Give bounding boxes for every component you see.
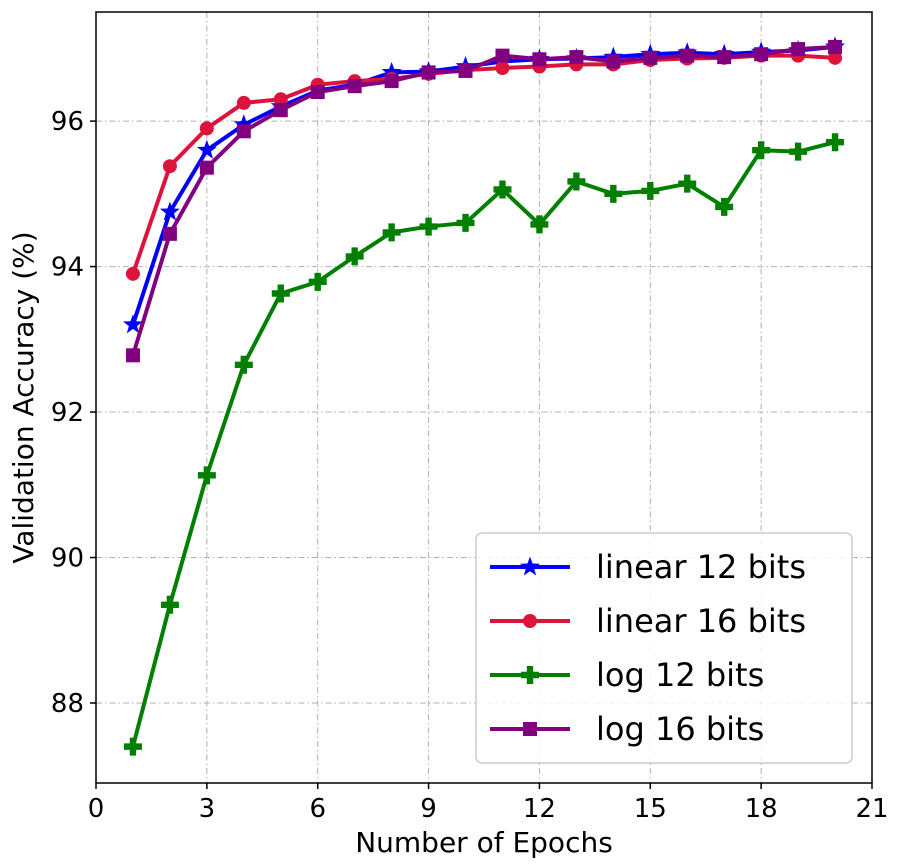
data-point	[125, 266, 140, 281]
data-point	[273, 103, 288, 118]
data-point	[347, 79, 362, 94]
data-point	[530, 215, 549, 234]
x-tick-label: 12	[523, 794, 556, 824]
axis-ticks: 0 3 6 9 12 15 18 21 88 90 92 94 96	[51, 107, 889, 824]
series-log-12-bits	[123, 133, 845, 756]
legend-label: log 12 bits	[596, 656, 764, 694]
plot-frame	[95, 11, 873, 784]
data-point	[236, 95, 251, 110]
data-point	[199, 160, 214, 175]
legend-label: linear 12 bits	[596, 548, 806, 586]
x-tick-label: 6	[309, 794, 326, 824]
series-line	[130, 140, 838, 749]
x-tick-label: 21	[855, 794, 888, 824]
data-point	[828, 50, 843, 65]
data-point	[271, 284, 290, 303]
data-point	[125, 348, 140, 363]
data-point	[456, 213, 475, 232]
data-point	[641, 181, 660, 200]
data-point	[493, 180, 512, 199]
x-axis-title: Number of Epochs	[355, 826, 613, 859]
data-point	[567, 172, 586, 191]
data-point	[717, 50, 732, 65]
data-point	[162, 226, 177, 241]
data-point	[159, 201, 180, 221]
data-point	[826, 133, 845, 152]
data-point	[421, 65, 436, 80]
y-tick-label: 94	[51, 253, 84, 283]
legend-item: log 12 bits	[490, 656, 764, 694]
series-layer	[122, 36, 846, 756]
data-point	[754, 47, 769, 62]
legend-label: log 16 bits	[596, 710, 764, 748]
data-point	[162, 159, 177, 174]
data-point	[678, 174, 697, 193]
data-point	[197, 466, 216, 485]
legend-item: log 16 bits	[490, 710, 764, 748]
data-point	[122, 314, 143, 334]
data-point	[233, 114, 254, 134]
legend-item: linear 12 bits	[490, 548, 806, 586]
data-point	[495, 48, 510, 63]
x-tick-label: 3	[199, 794, 216, 824]
data-point	[236, 124, 251, 139]
data-point	[715, 197, 734, 216]
legend-swatch-marker	[523, 722, 537, 736]
data-point	[532, 52, 547, 67]
data-point	[308, 272, 327, 291]
data-point	[384, 74, 399, 89]
y-axis-title: Validation Accuracy (%)	[7, 231, 40, 563]
data-point	[382, 223, 401, 242]
data-point	[569, 50, 584, 65]
y-tick-label: 96	[51, 107, 84, 137]
legend-swatch-marker	[520, 556, 540, 576]
data-point	[381, 61, 402, 81]
data-point	[604, 184, 623, 203]
data-point	[828, 39, 843, 54]
data-point	[196, 139, 217, 159]
legend-swatch-marker	[523, 614, 537, 628]
x-tick-label: 0	[88, 794, 105, 824]
legend: linear 12 bits linear 16 bits log 12 bits l…	[475, 532, 853, 764]
series-line	[130, 44, 838, 327]
x-tick-label: 15	[634, 794, 667, 824]
data-point	[160, 595, 179, 614]
data-point	[345, 247, 364, 266]
data-point	[234, 355, 253, 374]
y-tick-label: 88	[51, 689, 84, 719]
data-point	[419, 217, 438, 236]
x-tick-label: 9	[420, 794, 437, 824]
data-point	[199, 121, 214, 136]
series-linear-16-bits	[125, 48, 843, 281]
legend-box	[475, 532, 853, 764]
data-point	[643, 50, 658, 65]
data-point	[606, 54, 621, 69]
y-tick-label: 92	[51, 398, 84, 428]
data-point	[273, 92, 288, 107]
legend-item: linear 16 bits	[490, 602, 806, 640]
data-point	[310, 85, 325, 100]
legend-label: linear 16 bits	[596, 602, 806, 640]
data-point	[458, 63, 473, 78]
x-tick-label: 18	[745, 794, 778, 824]
legend-swatch-marker	[521, 666, 539, 684]
data-point	[752, 141, 771, 160]
data-point	[791, 42, 806, 57]
y-tick-label: 90	[51, 544, 84, 574]
data-point	[495, 61, 510, 76]
series-line	[130, 53, 838, 276]
data-point	[789, 142, 808, 161]
data-point	[123, 737, 142, 756]
series-log-16-bits	[125, 39, 843, 363]
data-point	[680, 48, 695, 63]
